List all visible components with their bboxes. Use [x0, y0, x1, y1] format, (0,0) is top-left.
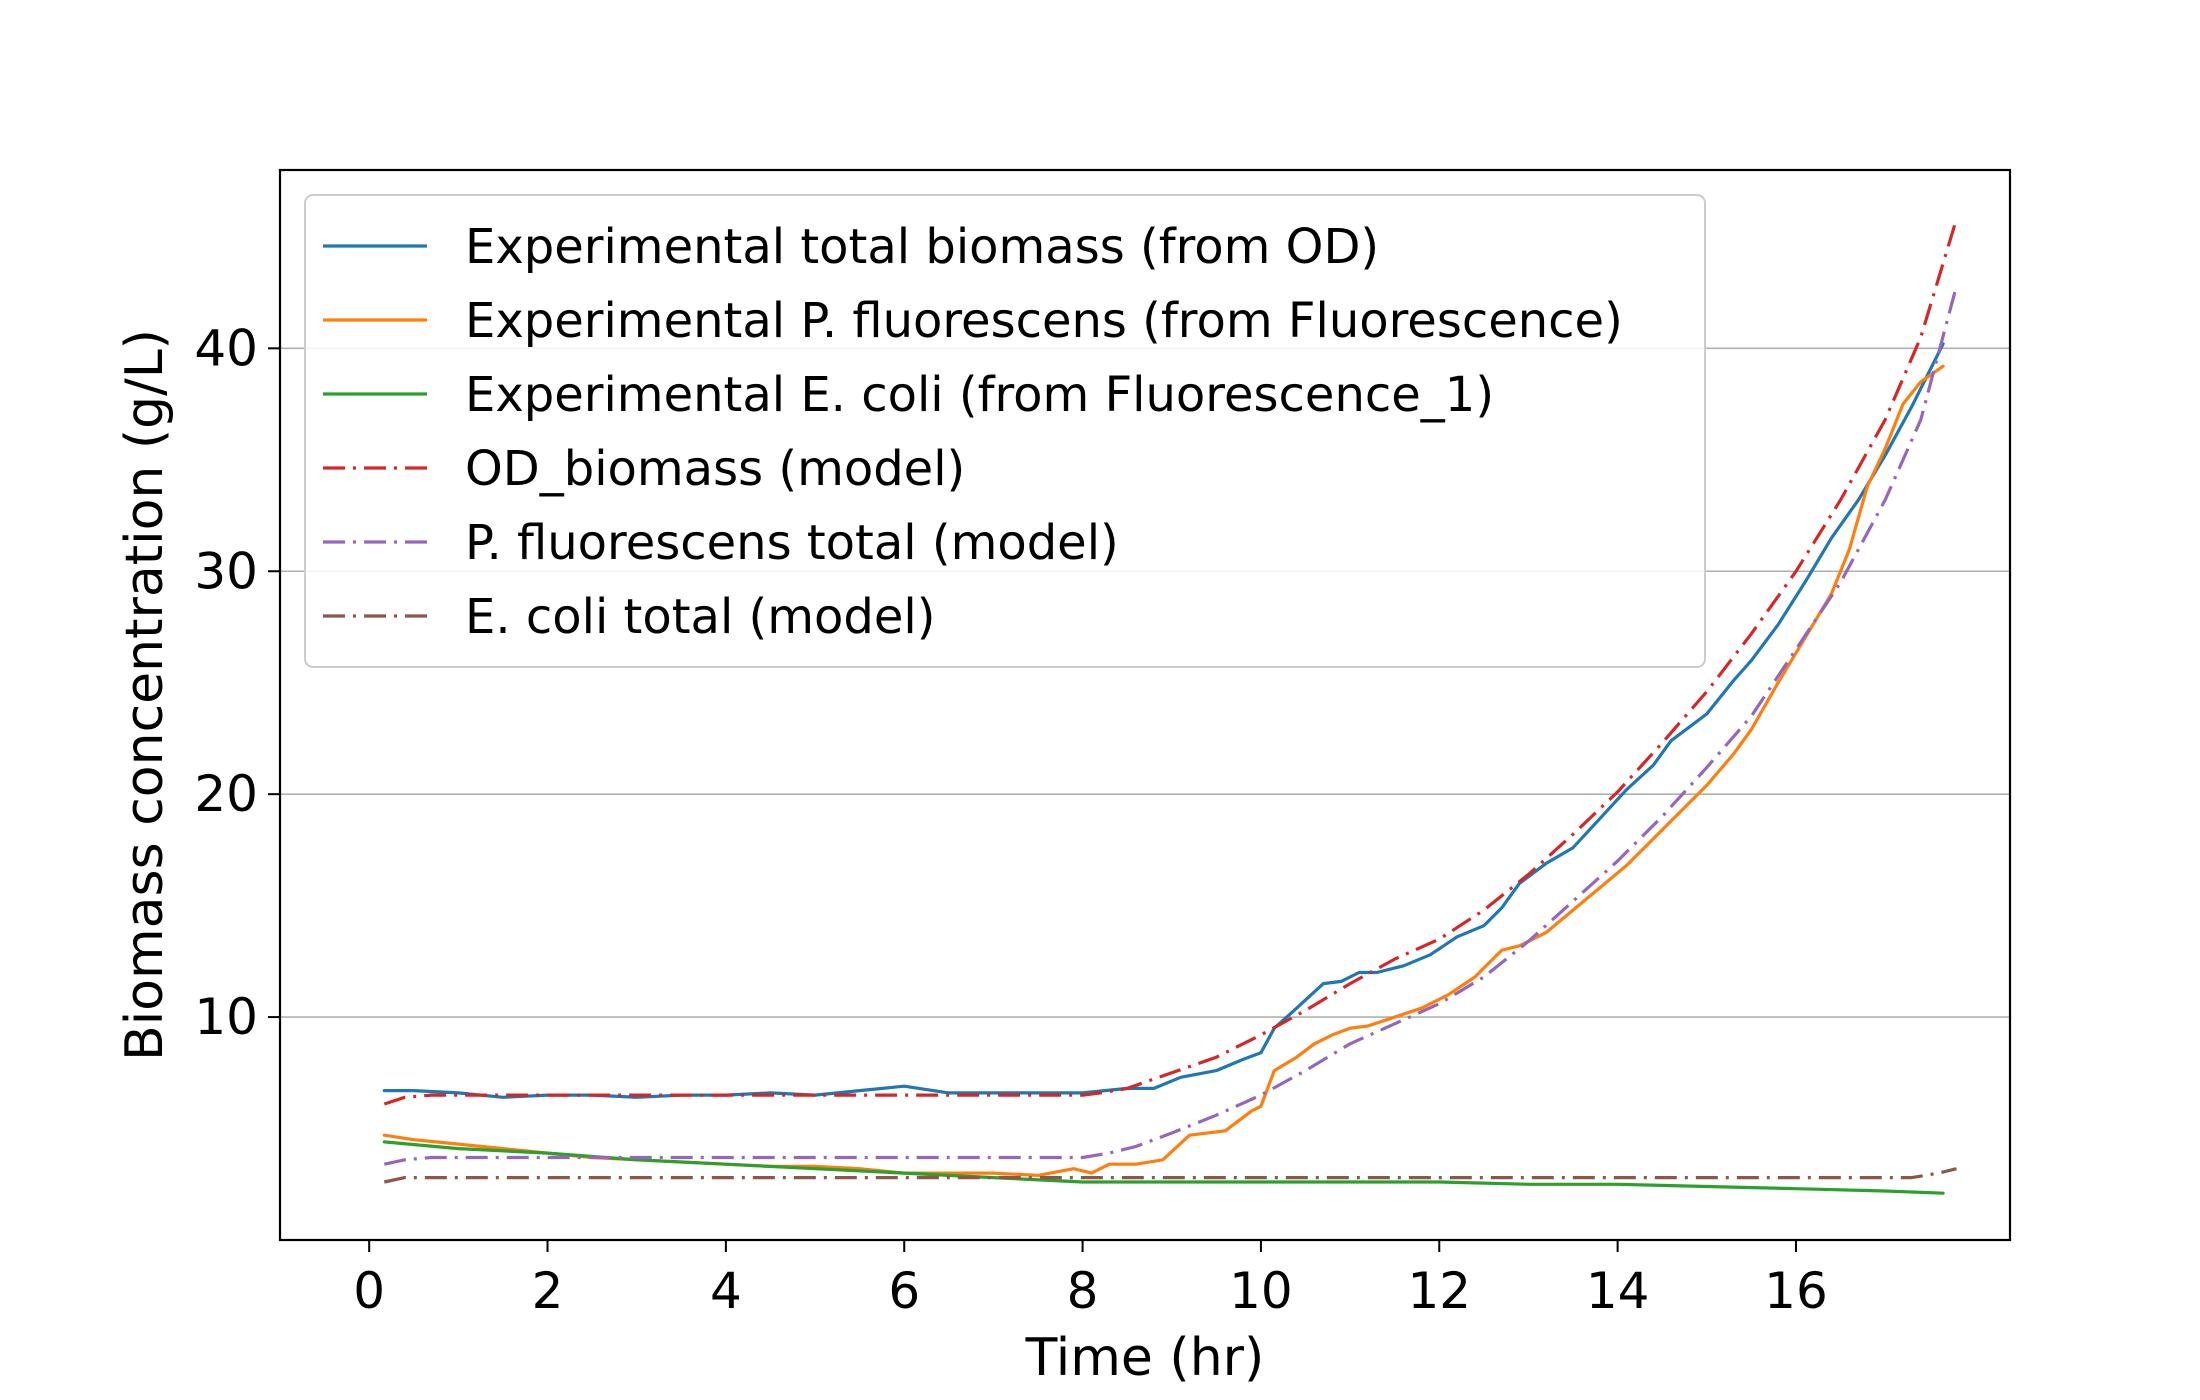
- series-layer: [382, 218, 1959, 1195]
- x-tick-label: 2: [532, 1262, 564, 1320]
- tick-layer: 10 20 30 40 0 2 4 6 8 10 12 14 16: [194, 319, 1827, 1320]
- legend-label: Experimental P. fluorescens (from Fluore…: [465, 293, 1623, 349]
- x-tick-label: 16: [1764, 1262, 1828, 1320]
- legend-label: E. coli total (model): [465, 589, 935, 645]
- y-axis-label: Biomass concentration (g/L): [115, 329, 175, 1061]
- series-line-3: [382, 1140, 1945, 1195]
- y-tick-label: 20: [194, 765, 258, 823]
- x-tick-label: 6: [888, 1262, 920, 1320]
- legend-label: Experimental E. coli (from Fluorescence_…: [465, 367, 1494, 423]
- x-tick-label: 10: [1229, 1262, 1293, 1320]
- legend-label: Experimental total biomass (from OD): [465, 219, 1379, 275]
- legend-label: P. fluorescens total (model): [465, 515, 1119, 571]
- legend: Experimental total biomass (from OD) Expe…: [304, 194, 1706, 668]
- legend-label: OD_biomass (model): [465, 441, 965, 497]
- x-tick-label: 14: [1586, 1262, 1650, 1320]
- x-tick-label: 12: [1407, 1262, 1471, 1320]
- legend-box: [304, 194, 1706, 668]
- y-tick-label: 10: [194, 988, 258, 1046]
- series-line-4: [383, 218, 1959, 1106]
- x-axis-label: Time (hr): [1025, 1328, 1265, 1388]
- series-line-5: [383, 285, 1959, 1166]
- series-line-1: [382, 342, 1945, 1099]
- y-tick-label: 40: [194, 319, 258, 377]
- x-tick-label: 4: [710, 1262, 742, 1320]
- y-tick-label: 30: [194, 542, 258, 600]
- x-tick-label: 0: [353, 1262, 385, 1320]
- series-line-6: [383, 1167, 1957, 1184]
- plot-area-frame: [278, 168, 2012, 1242]
- x-tick-label: 8: [1067, 1262, 1099, 1320]
